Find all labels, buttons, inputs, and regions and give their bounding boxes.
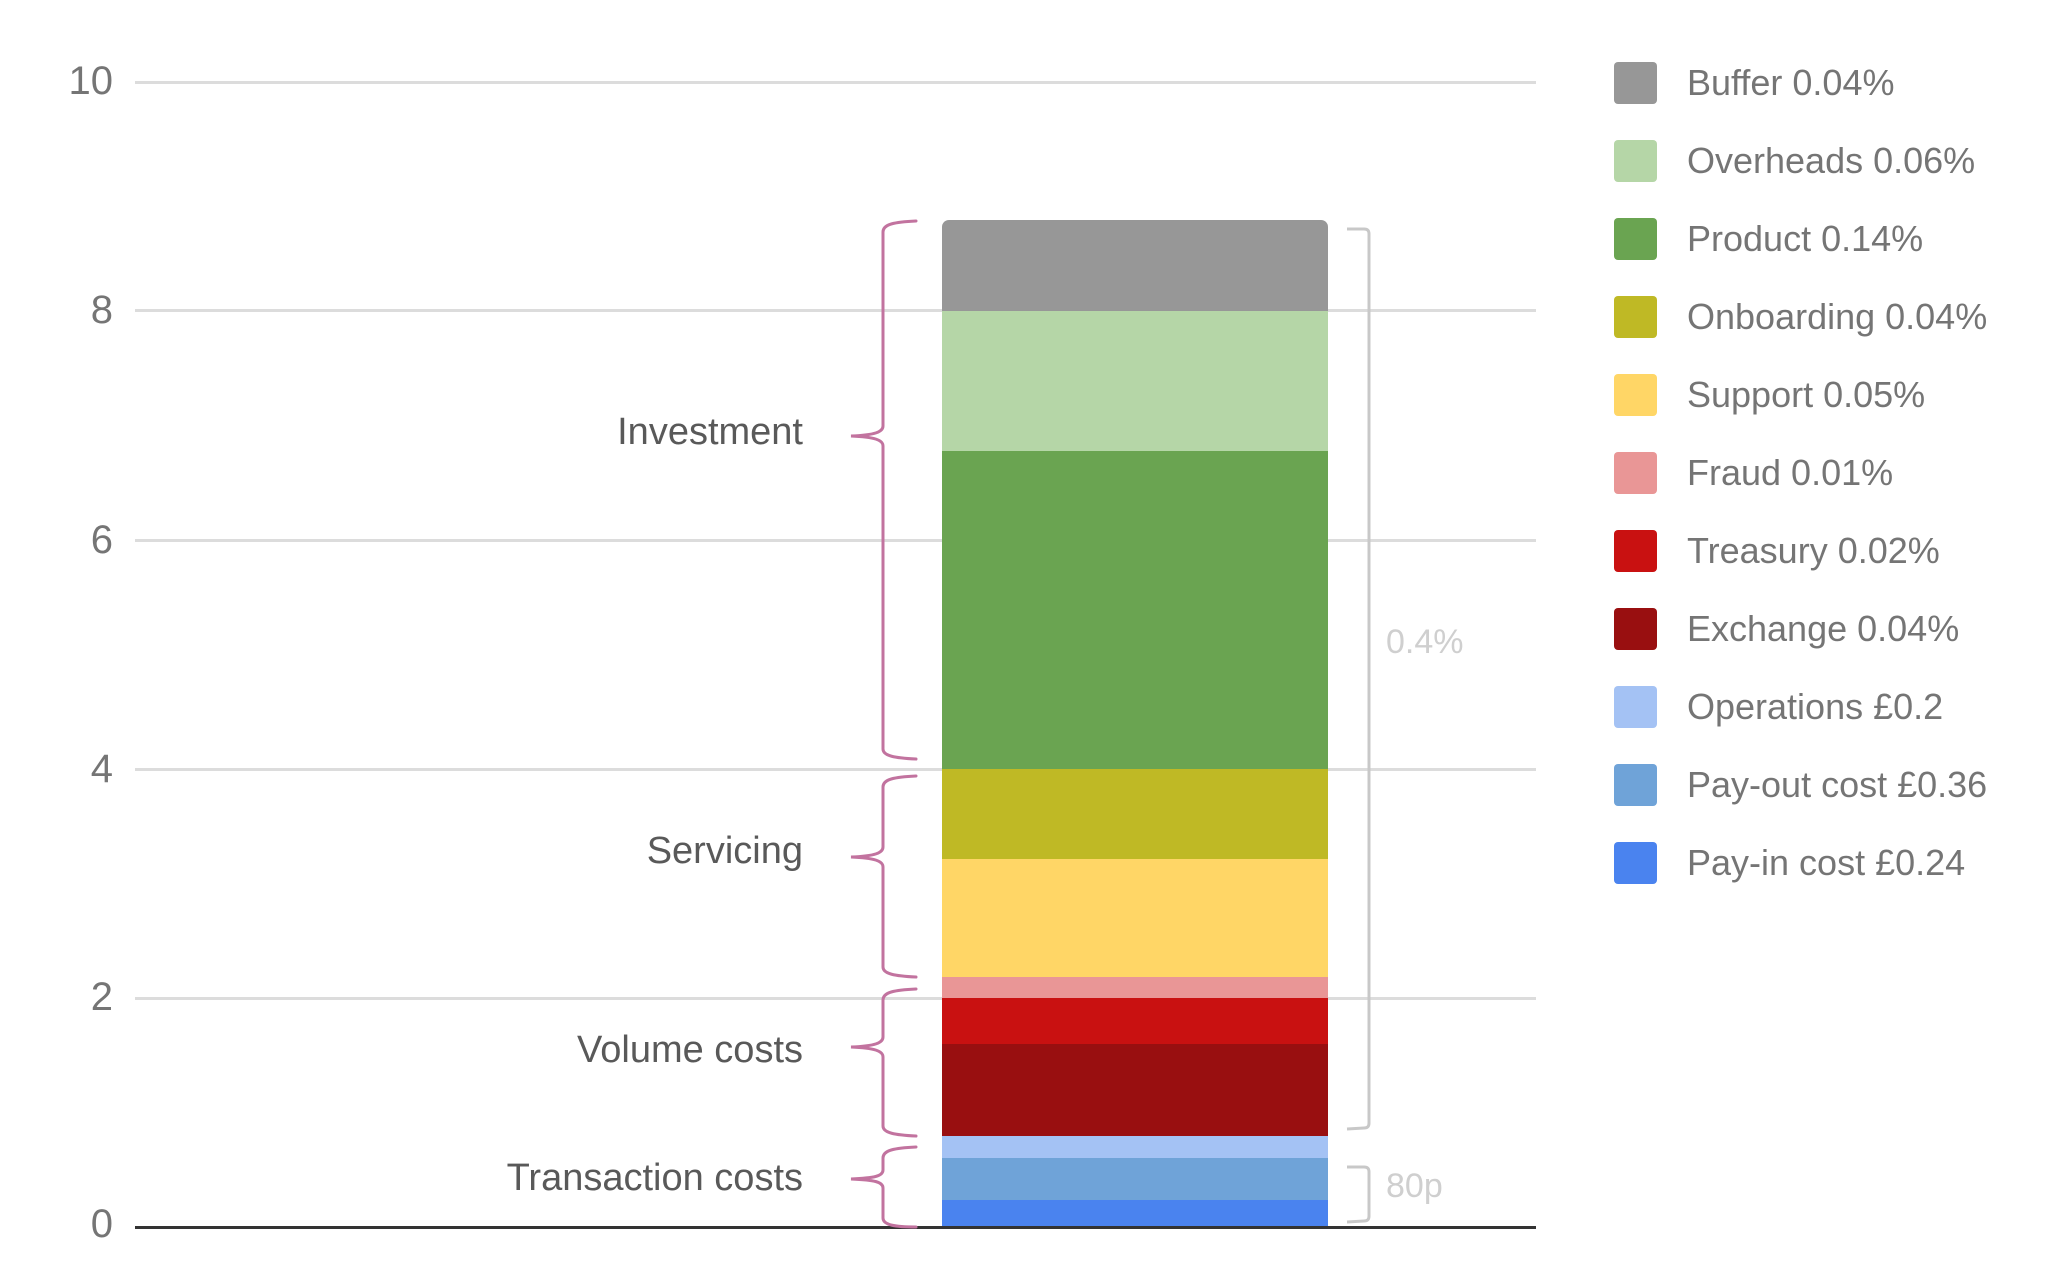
bar-segment-onboarding[interactable] bbox=[942, 769, 1328, 859]
legend-label: Product 0.14% bbox=[1687, 218, 1924, 259]
group-label-investment: Investment bbox=[617, 411, 803, 453]
legend-swatch-overheads bbox=[1614, 140, 1657, 182]
y-tick-0: 0 bbox=[90, 1202, 113, 1246]
y-tick-8: 8 bbox=[90, 288, 113, 332]
bar-segment-exchange[interactable] bbox=[942, 1044, 1328, 1136]
bracket-percent-icon bbox=[1346, 227, 1371, 1131]
legend-swatch-operations bbox=[1614, 686, 1657, 728]
y-tick-6: 6 bbox=[90, 518, 113, 562]
brace-servicing-icon bbox=[850, 774, 918, 979]
brace-investment-icon bbox=[850, 219, 918, 761]
legend-swatch-pay-in bbox=[1614, 842, 1657, 884]
legend-swatch-support bbox=[1614, 374, 1657, 416]
legend-swatch-onboarding bbox=[1614, 296, 1657, 338]
y-tick-4: 4 bbox=[90, 747, 113, 791]
bracket-label-percent: 0.4% bbox=[1386, 623, 1464, 661]
legend-label: Treasury 0.02% bbox=[1687, 530, 1940, 571]
legend-label: Pay-in cost £0.24 bbox=[1687, 842, 1966, 883]
bar-segment-pay-in[interactable] bbox=[942, 1200, 1328, 1227]
bar-segment-fraud[interactable] bbox=[942, 977, 1328, 998]
brace-transaction-icon bbox=[850, 1145, 918, 1229]
legend-swatch-buffer bbox=[1614, 62, 1657, 104]
legend-swatch-product bbox=[1614, 218, 1657, 260]
legend-swatch-fraud bbox=[1614, 452, 1657, 494]
group-label-transaction: Transaction costs bbox=[506, 1157, 803, 1199]
x-axis-baseline bbox=[135, 1226, 1536, 1229]
gridline-2 bbox=[135, 997, 1536, 1000]
bracket-label-pence: 80p bbox=[1386, 1167, 1443, 1205]
legend-swatch-pay-out bbox=[1614, 764, 1657, 806]
legend-label: Onboarding 0.04% bbox=[1687, 296, 1988, 337]
legend-label: Fraud 0.01% bbox=[1687, 452, 1894, 493]
legend-swatch-exchange bbox=[1614, 608, 1657, 650]
y-tick-2: 2 bbox=[90, 975, 113, 1019]
y-tick-10: 10 bbox=[68, 59, 114, 103]
group-label-volume: Volume costs bbox=[577, 1029, 803, 1071]
legend-label: Exchange 0.04% bbox=[1687, 608, 1960, 649]
gridline-6 bbox=[135, 539, 1536, 542]
bar-segment-pay-out[interactable] bbox=[942, 1158, 1328, 1200]
legend-swatch-treasury bbox=[1614, 530, 1657, 572]
legend-label: Pay-out cost £0.36 bbox=[1687, 764, 1988, 805]
gridline-4 bbox=[135, 768, 1536, 771]
gridline-10 bbox=[135, 81, 1536, 84]
bar-segment-buffer[interactable] bbox=[942, 220, 1328, 311]
legend-label: Buffer 0.04% bbox=[1687, 62, 1895, 103]
legend-label: Overheads 0.06% bbox=[1687, 140, 1976, 181]
bar-segment-support[interactable] bbox=[942, 859, 1328, 977]
legend-label: Support 0.05% bbox=[1687, 374, 1926, 415]
brace-volume-icon bbox=[850, 987, 918, 1138]
bar-segment-treasury[interactable] bbox=[942, 998, 1328, 1044]
bracket-pence-icon bbox=[1346, 1165, 1371, 1224]
group-label-servicing: Servicing bbox=[646, 830, 803, 872]
bar-segment-product[interactable] bbox=[942, 451, 1328, 769]
bar-segment-operations[interactable] bbox=[942, 1136, 1328, 1158]
gridline-8 bbox=[135, 309, 1536, 312]
bar-segment-overheads[interactable] bbox=[942, 311, 1328, 451]
legend-label: Operations £0.2 bbox=[1687, 686, 1944, 727]
